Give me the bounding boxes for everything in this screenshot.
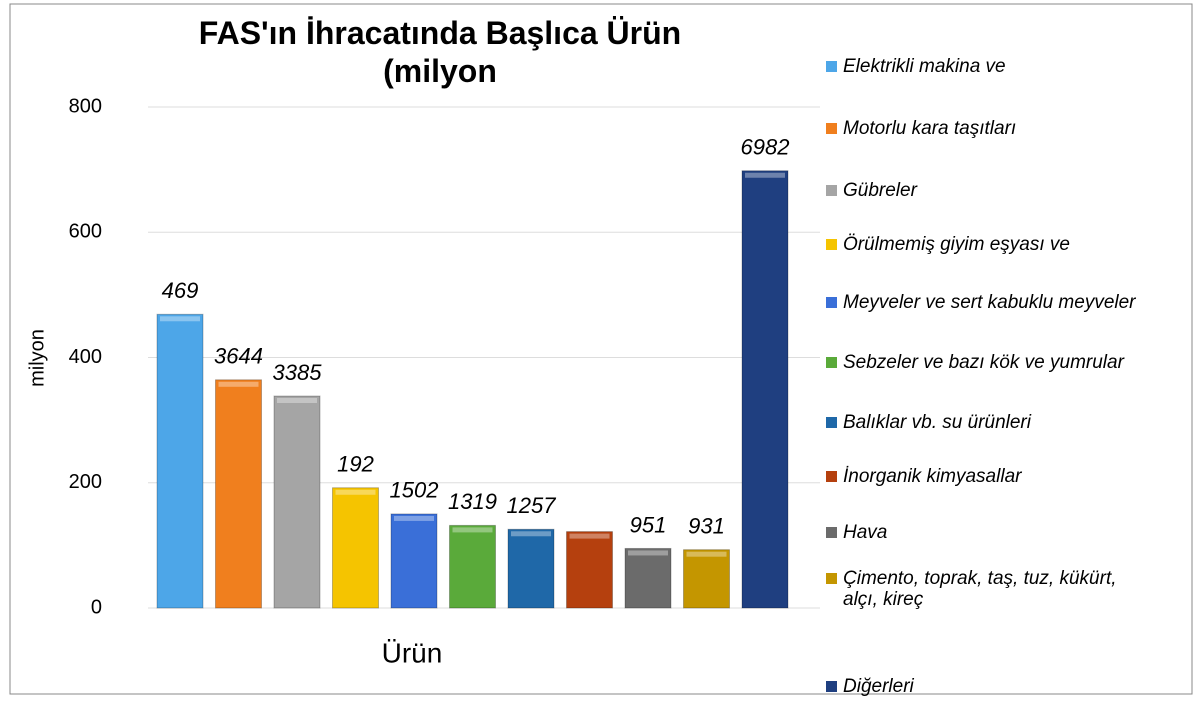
y-tick-label: 400 bbox=[69, 346, 102, 368]
legend-swatch bbox=[826, 417, 837, 428]
bar bbox=[683, 549, 730, 609]
data-label: 469 bbox=[162, 278, 199, 303]
legend-label: Motorlu kara taşıtları bbox=[843, 118, 1017, 139]
x-tick-label: Ürün bbox=[382, 637, 443, 668]
bar-highlight bbox=[335, 489, 376, 495]
legend-item: Sebzeler ve bazı kök ve yumrular bbox=[826, 352, 1124, 373]
legend-label: Meyveler ve sert kabuklu meyveler bbox=[843, 292, 1136, 313]
y-axis-label: milyon bbox=[26, 329, 48, 387]
bar bbox=[507, 528, 555, 609]
legend-swatch bbox=[826, 297, 837, 308]
bar bbox=[741, 170, 789, 609]
bar-highlight bbox=[277, 398, 317, 404]
legend-swatch bbox=[826, 573, 837, 584]
data-label: 951 bbox=[630, 512, 667, 537]
bar bbox=[332, 487, 379, 609]
legend-item: Hava bbox=[826, 522, 887, 543]
legend-label: Örülmemiş giyim eşyası ve bbox=[843, 234, 1070, 255]
y-tick-label: 200 bbox=[69, 471, 102, 493]
legend-item: İnorganik kimyasallar bbox=[826, 466, 1021, 487]
bar bbox=[624, 547, 672, 609]
legend-item: Örülmemiş giyim eşyası ve bbox=[826, 234, 1070, 255]
legend-item: Motorlu kara taşıtları bbox=[826, 118, 1016, 139]
data-label: 6982 bbox=[741, 135, 790, 160]
bar bbox=[449, 524, 496, 609]
legend-swatch bbox=[826, 527, 837, 538]
legend-label: Gübreler bbox=[843, 180, 917, 201]
legend-label: Balıklar vb. su ürünleri bbox=[843, 412, 1031, 433]
data-label: 1319 bbox=[448, 489, 497, 514]
legend-swatch bbox=[826, 239, 837, 250]
bar bbox=[156, 313, 204, 609]
bar-highlight bbox=[686, 551, 727, 557]
bar-highlight bbox=[511, 531, 551, 537]
chart-title: FAS'ın İhracatında Başlıca Ürün (milyon bbox=[198, 15, 682, 89]
legend-label: Hava bbox=[843, 522, 888, 543]
legend-item: Çimento, toprak, taş, tuz, kükürt, alçı,… bbox=[826, 568, 1136, 610]
legend-label: İnorganik kimyasallar bbox=[843, 466, 1022, 487]
bar-highlight bbox=[628, 550, 668, 556]
y-tick-label: 0 bbox=[91, 596, 102, 618]
legend-swatch bbox=[826, 185, 837, 196]
legend-swatch bbox=[826, 357, 837, 368]
bar bbox=[273, 395, 321, 609]
data-label: 931 bbox=[688, 514, 725, 539]
bar-highlight bbox=[394, 515, 434, 521]
data-label: 1257 bbox=[507, 493, 557, 518]
legend-swatch bbox=[826, 61, 837, 72]
bar-highlight bbox=[218, 381, 259, 387]
legend-swatch bbox=[826, 681, 837, 692]
legend-item: Elektrikli makina ve bbox=[826, 56, 1006, 77]
bar bbox=[215, 379, 262, 609]
data-label: 192 bbox=[337, 452, 374, 477]
legend-swatch bbox=[826, 471, 837, 482]
bar-highlight bbox=[452, 527, 493, 533]
data-label: 3385 bbox=[273, 360, 323, 385]
legend-swatch bbox=[826, 123, 837, 134]
legend-item: Balıklar vb. su ürünleri bbox=[826, 412, 1031, 433]
legend-label: Diğerleri bbox=[843, 676, 914, 697]
data-label: 3644 bbox=[214, 344, 263, 369]
bar bbox=[566, 531, 613, 609]
legend-label: Elektrikli makina ve bbox=[843, 56, 1006, 77]
bar-highlight bbox=[745, 172, 785, 178]
chart-border bbox=[9, 3, 1193, 695]
data-label: 1502 bbox=[390, 478, 439, 503]
bar-highlight bbox=[160, 316, 200, 322]
legend-item: Diğerleri bbox=[826, 676, 914, 697]
bar bbox=[390, 513, 438, 609]
bar-highlight bbox=[569, 533, 610, 539]
y-tick-label: 600 bbox=[69, 221, 102, 243]
legend-item: Gübreler bbox=[826, 180, 917, 201]
legend-label: Çimento, toprak, taş, tuz, kükürt, alçı,… bbox=[843, 568, 1117, 610]
legend-label: Sebzeler ve bazı kök ve yumrular bbox=[843, 352, 1124, 373]
y-tick-label: 800 bbox=[69, 95, 102, 117]
legend-item: Meyveler ve sert kabuklu meyveler bbox=[826, 292, 1136, 313]
